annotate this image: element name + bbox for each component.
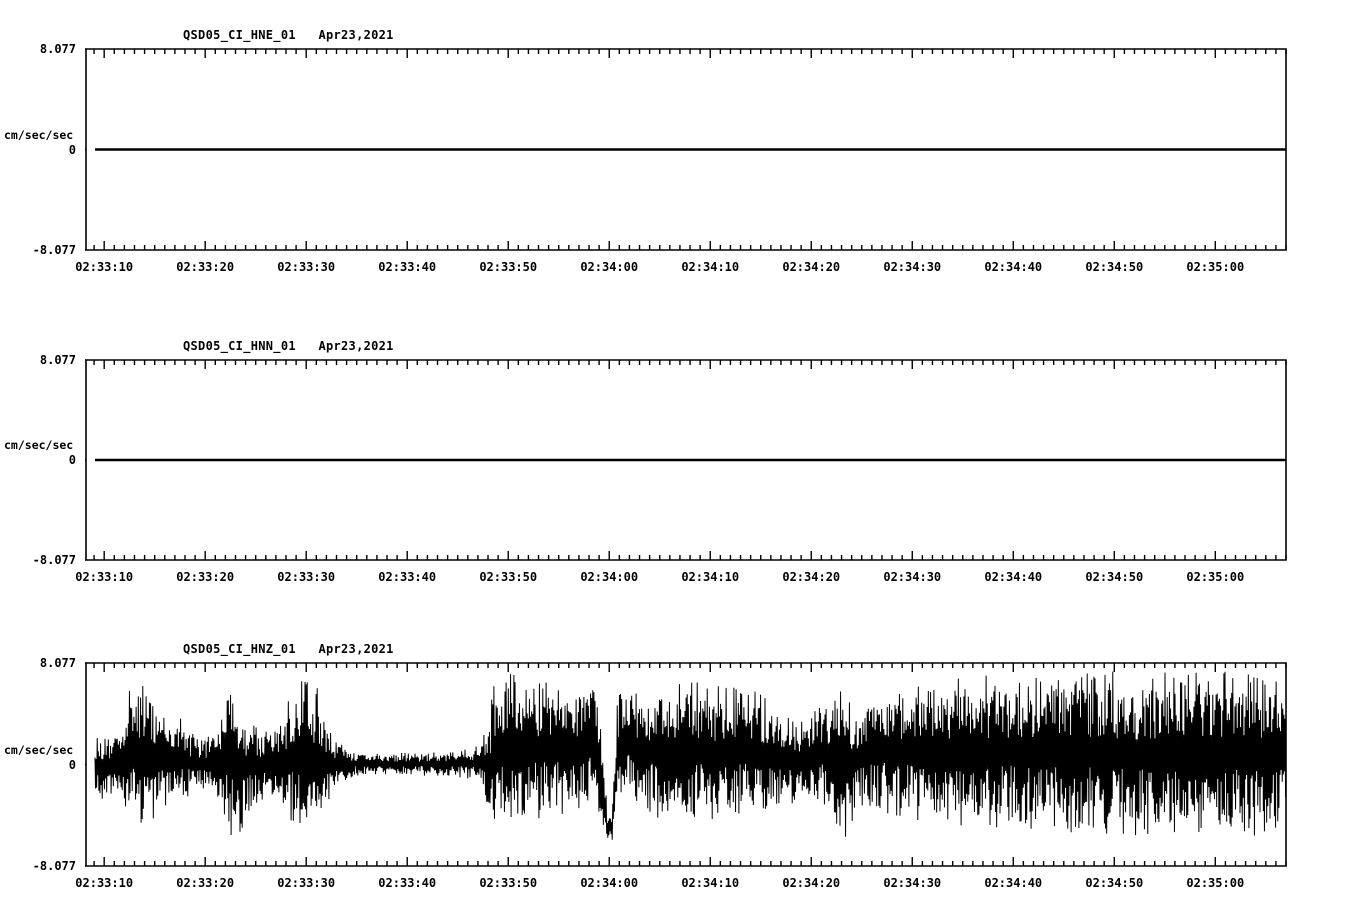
y-axis-units-label-hne: cm/sec/sec bbox=[4, 127, 74, 142]
x-tick-label-hne-11: 02:35:00 bbox=[1186, 260, 1245, 274]
x-tick-label-hne-0: 02:33:10 bbox=[75, 260, 134, 274]
x-tick-label-hnz-2: 02:33:30 bbox=[277, 876, 336, 890]
plot-area-hnz bbox=[85, 662, 1287, 867]
x-tick-label-hnn-3: 02:33:40 bbox=[378, 570, 437, 584]
x-tick-label-hnz-9: 02:34:40 bbox=[984, 876, 1043, 890]
x-tick-label-hnn-10: 02:34:50 bbox=[1085, 570, 1144, 584]
x-tick-label-hnz-4: 02:33:50 bbox=[479, 876, 538, 890]
x-tick-label-hne-9: 02:34:40 bbox=[984, 260, 1043, 274]
x-tick-label-hnz-10: 02:34:50 bbox=[1085, 876, 1144, 890]
y-axis-units-label-hnz: cm/sec/sec bbox=[4, 742, 74, 757]
panel-title-hnz: QSD05_CI_HNZ_01 Apr23,2021 bbox=[183, 642, 394, 656]
x-tick-label-hne-6: 02:34:10 bbox=[681, 260, 740, 274]
x-tick-label-hne-2: 02:33:30 bbox=[277, 260, 336, 274]
plot-area-hne bbox=[85, 48, 1287, 251]
plot-area-hnn bbox=[85, 359, 1287, 561]
y-tick-label-middle-hnn: 0 bbox=[68, 453, 76, 467]
x-tick-marks-hnz bbox=[93, 663, 1287, 866]
x-tick-label-hnn-0: 02:33:10 bbox=[75, 570, 134, 584]
x-tick-label-hnz-1: 02:33:20 bbox=[176, 876, 235, 890]
waveform-trace-hnz bbox=[94, 671, 1287, 840]
x-tick-label-hnz-8: 02:34:30 bbox=[883, 876, 942, 890]
x-tick-label-hnz-3: 02:33:40 bbox=[378, 876, 437, 890]
x-tick-label-hnn-5: 02:34:00 bbox=[580, 570, 639, 584]
x-tick-label-hnn-4: 02:33:50 bbox=[479, 570, 538, 584]
x-tick-label-hnn-7: 02:34:20 bbox=[782, 570, 841, 584]
x-tick-label-hnn-9: 02:34:40 bbox=[984, 570, 1043, 584]
y-tick-label-middle-hnz: 0 bbox=[68, 757, 76, 772]
y-tick-label-bottom-hne: -8.077 bbox=[32, 243, 76, 257]
x-tick-label-hnn-11: 02:35:00 bbox=[1186, 570, 1245, 584]
y-axis-units-label-hnn: cm/sec/sec bbox=[4, 438, 74, 452]
x-tick-label-hnz-7: 02:34:20 bbox=[782, 876, 841, 890]
x-tick-label-hne-8: 02:34:30 bbox=[883, 260, 942, 274]
x-tick-label-hne-4: 02:33:50 bbox=[479, 260, 538, 274]
x-tick-label-hnz-11: 02:35:00 bbox=[1186, 876, 1245, 890]
x-tick-label-hnn-8: 02:34:30 bbox=[883, 570, 942, 584]
y-tick-label-middle-hne: 0 bbox=[68, 142, 76, 157]
x-tick-label-hnn-6: 02:34:10 bbox=[681, 570, 740, 584]
x-tick-label-hnn-1: 02:33:20 bbox=[176, 570, 235, 584]
x-tick-marks-hne bbox=[93, 49, 1287, 250]
x-tick-label-hne-7: 02:34:20 bbox=[782, 260, 841, 274]
y-tick-label-bottom-hnz: -8.077 bbox=[32, 859, 76, 873]
x-tick-label-hnz-5: 02:34:00 bbox=[580, 876, 639, 890]
x-tick-marks-hnn bbox=[93, 360, 1287, 560]
x-tick-label-hne-1: 02:33:20 bbox=[176, 260, 235, 274]
y-tick-label-bottom-hnn: -8.077 bbox=[32, 553, 76, 567]
x-tick-label-hnz-0: 02:33:10 bbox=[75, 876, 134, 890]
x-tick-label-hne-3: 02:33:40 bbox=[378, 260, 437, 274]
y-tick-label-top-hnz: 8.077 bbox=[39, 656, 76, 670]
panel-title-hne: QSD05_CI_HNE_01 Apr23,2021 bbox=[183, 28, 394, 42]
panel-title-hnn: QSD05_CI_HNN_01 Apr23,2021 bbox=[183, 339, 394, 353]
x-tick-label-hne-10: 02:34:50 bbox=[1085, 260, 1144, 274]
y-tick-label-top-hnn: 8.077 bbox=[39, 353, 76, 367]
x-tick-label-hnn-2: 02:33:30 bbox=[277, 570, 336, 584]
y-tick-label-top-hne: 8.077 bbox=[39, 42, 76, 56]
x-tick-label-hne-5: 02:34:00 bbox=[580, 260, 639, 274]
x-tick-label-hnz-6: 02:34:10 bbox=[681, 876, 740, 890]
